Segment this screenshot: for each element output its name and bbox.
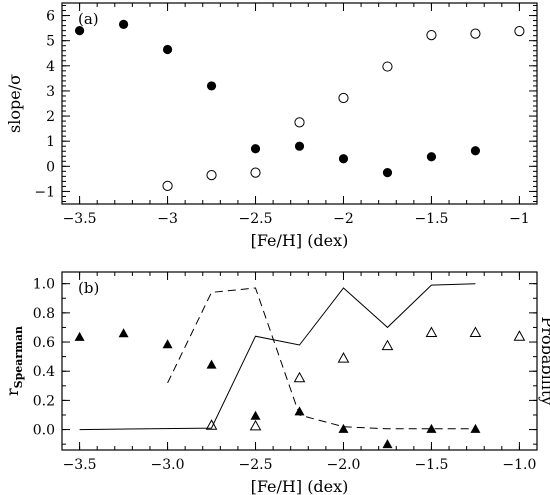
filled-circle-point [426,152,437,162]
filled-triangle-point [250,410,261,420]
filled-circle-point [382,167,393,178]
y-axis-label-subscript: Spearman [12,326,25,388]
open-circle-point [338,92,349,104]
y-tick-label: 6 [46,9,55,25]
y-axis-label-main: r [3,388,22,396]
probability-solid-line [79,283,476,431]
y-axis-label: rSpearman [3,326,25,396]
y-tick-label: 0 [46,159,55,175]
open-circle-point [294,117,305,128]
open-circle-point [206,170,217,181]
filled-circle-point [294,141,305,151]
open-triangle-point [205,419,218,430]
panel-b-spearman-chart: −3.5 −3.0 −2.5 −2.0 −1.5 −1.0 0.0 0.2 0.4 0.6 0.8 1… [3,271,550,495]
x-tick-label: −2.5 [239,211,273,227]
x-tick-label: −3.5 [63,211,97,227]
y-tick-label: −1 [34,184,55,200]
open-circle-point [470,28,481,39]
filled-triangle-point [426,423,437,433]
x-tick-label: −2 [333,211,354,227]
filled-circle-point [162,44,173,55]
y-tick-label: 4 [46,59,55,75]
open-triangle-point [513,330,526,341]
x-tick-label: −3 [157,211,178,227]
y-tick-label: 0.2 [33,393,55,409]
x-tick-label: −1.5 [414,457,448,473]
x-tick-label: −1 [509,211,530,227]
open-circle-point [514,26,525,37]
x-axis-label: [Fe/H] (dex) [251,477,349,495]
filled-triangle-point [162,339,173,349]
open-triangle-point [337,352,350,363]
filled-triangle-point [74,331,85,341]
panel-a-slope-chart: −3.5 −3 −2.5 −2 −1.5 −1 −1 0 1 2 3 4 5 6 (a) [Fe/H] (de… [5,2,538,250]
y-tick-label: 1 [46,134,55,150]
y-tick-label: 2 [46,109,55,125]
y-tick-label: 3 [46,84,55,100]
filled-circle-point [470,146,481,156]
filled-circle-point [250,144,261,154]
x-tick-label: −1.5 [414,211,448,227]
x-tick-label: −2.0 [326,457,360,473]
filled-triangle-point [470,423,481,433]
x-tick-label: −3.5 [63,457,97,473]
open-triangle-point [425,326,438,338]
open-triangle-point [469,326,482,338]
plot-frame [61,2,538,205]
y-tick-label: 0.0 [33,423,55,439]
filled-circle-point [118,19,129,29]
filled-circle-point [74,26,85,36]
y-tick-label: 0.6 [33,335,55,351]
x-tick-label: −3.0 [151,457,185,473]
open-triangle-point [381,339,394,351]
filled-circle-point [206,81,217,91]
y-tick-label: 0.4 [33,364,55,380]
open-circle-point [250,167,261,178]
panel-label: (a) [78,10,99,28]
y-tick-label: 0.8 [33,306,55,322]
x-axis-label: [Fe/H] (dex) [251,231,349,250]
filled-triangle-point [382,439,393,449]
y-tick-label: 1.0 [33,277,55,293]
right-axis-label: Probability [538,317,550,406]
y-tick-label: 5 [46,34,55,50]
filled-triangle-point [118,328,129,338]
probability-dashed-line [167,287,476,430]
open-circle-point [426,30,437,41]
open-triangle-point [293,371,306,383]
plot-frame [61,271,538,451]
open-triangle-point [249,419,262,431]
y-axis-label: slope/σ [5,74,24,133]
x-tick-label: −2.5 [239,457,273,473]
open-circle-point [382,61,393,72]
panel-label: (b) [78,279,99,297]
filled-triangle-point [206,359,217,369]
filled-triangle-point [294,406,305,416]
filled-triangle-point [338,423,349,433]
x-tick-label: −1.0 [502,457,536,473]
filled-circle-point [338,154,349,164]
open-circle-point [162,180,173,192]
